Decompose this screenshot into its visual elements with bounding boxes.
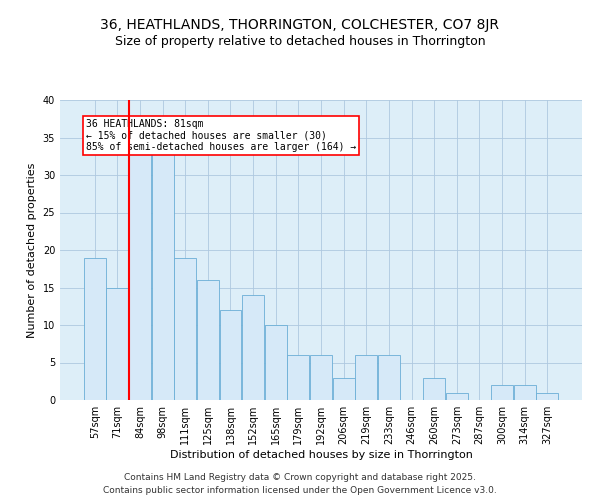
Bar [446,392,468,400]
Bar [84,258,106,400]
Bar [355,355,377,400]
Bar [514,385,536,400]
Bar [129,152,151,400]
X-axis label: Distribution of detached houses by size in Thorrington: Distribution of detached houses by size … [170,450,472,460]
Bar [242,295,264,400]
Bar [152,152,173,400]
Bar [220,310,241,400]
Bar [287,355,310,400]
Bar [378,355,400,400]
Bar [491,385,513,400]
Bar [106,288,128,400]
Bar [423,378,445,400]
Text: 36, HEATHLANDS, THORRINGTON, COLCHESTER, CO7 8JR: 36, HEATHLANDS, THORRINGTON, COLCHESTER,… [101,18,499,32]
Bar [174,258,196,400]
Bar [536,392,558,400]
Text: 36 HEATHLANDS: 81sqm
← 15% of detached houses are smaller (30)
85% of semi-detac: 36 HEATHLANDS: 81sqm ← 15% of detached h… [86,118,356,152]
Bar [332,378,355,400]
Bar [265,325,287,400]
Text: Contains HM Land Registry data © Crown copyright and database right 2025.
Contai: Contains HM Land Registry data © Crown c… [103,474,497,495]
Bar [310,355,332,400]
Bar [197,280,219,400]
Y-axis label: Number of detached properties: Number of detached properties [27,162,37,338]
Text: Size of property relative to detached houses in Thorrington: Size of property relative to detached ho… [115,35,485,48]
